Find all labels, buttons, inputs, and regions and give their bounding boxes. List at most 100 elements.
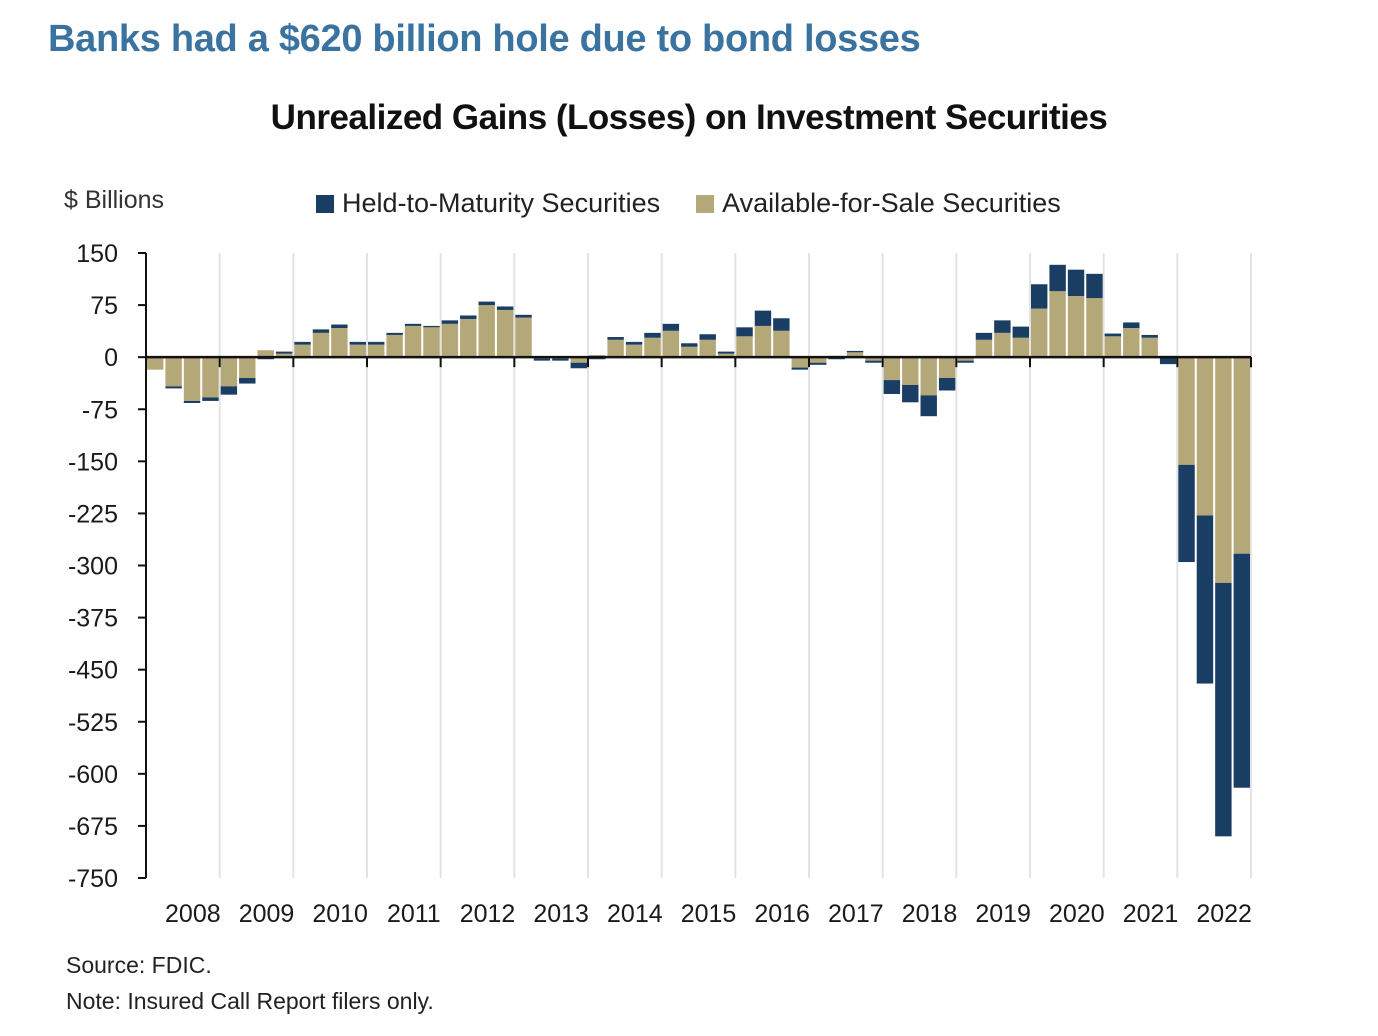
bar-htm bbox=[625, 341, 643, 345]
bar-afs bbox=[515, 317, 532, 358]
bar-htm bbox=[202, 397, 219, 401]
bar-htm bbox=[1031, 284, 1048, 309]
legend-label-htm: Held-to-Maturity Securities bbox=[342, 188, 661, 218]
bar-afs bbox=[754, 325, 772, 358]
bar-htm bbox=[791, 367, 808, 370]
legend-item-htm: Held-to-Maturity Securities bbox=[316, 188, 660, 219]
x-tick-label: 2017 bbox=[828, 900, 884, 928]
bar-afs bbox=[368, 344, 385, 358]
x-tick-labels: 2008 2009 2010 2011 2012 2013 2014 2015 2016 2017… bbox=[165, 900, 1252, 928]
y-tick-label: 0 bbox=[104, 344, 118, 372]
y-tick-label: -225 bbox=[68, 500, 118, 528]
bar-afs bbox=[1215, 357, 1232, 583]
bar-afs bbox=[1141, 337, 1158, 358]
x-tick-label: 2013 bbox=[533, 900, 589, 928]
bar-htm bbox=[1067, 269, 1085, 297]
bar-htm bbox=[423, 325, 440, 328]
bar-afs bbox=[404, 325, 422, 358]
bar-htm bbox=[1215, 582, 1232, 837]
bar-htm bbox=[515, 314, 532, 318]
bar-afs bbox=[699, 339, 716, 358]
y-tick-label: 75 bbox=[90, 292, 118, 320]
bar-htm bbox=[699, 334, 716, 340]
legend-swatch-htm bbox=[316, 194, 334, 213]
bar-htm bbox=[368, 341, 385, 345]
bar-afs bbox=[1049, 291, 1066, 358]
bar-afs bbox=[1233, 357, 1250, 554]
bar-htm bbox=[294, 341, 311, 345]
bar-htm bbox=[846, 350, 864, 353]
y-tick-label: -150 bbox=[68, 448, 118, 476]
bar-htm bbox=[1196, 515, 1214, 684]
bar-afs bbox=[1196, 357, 1214, 516]
legend-item-afs: Available-for-Sale Securities bbox=[696, 188, 1061, 219]
x-tick-label: 2016 bbox=[754, 900, 810, 928]
bar-afs bbox=[1123, 328, 1140, 358]
bar-afs bbox=[920, 357, 937, 396]
bar-htm bbox=[183, 400, 201, 403]
bar-afs bbox=[994, 332, 1011, 358]
bar-htm bbox=[754, 310, 772, 326]
bar-afs bbox=[736, 336, 753, 358]
bar-afs bbox=[496, 309, 514, 358]
bar-htm bbox=[533, 358, 551, 361]
bar-htm bbox=[1233, 553, 1250, 788]
x-tick-label: 2018 bbox=[902, 900, 958, 928]
bar-afs bbox=[1012, 337, 1029, 358]
bar-htm bbox=[662, 323, 680, 331]
bar-afs bbox=[938, 357, 956, 378]
bar-htm bbox=[478, 301, 495, 306]
bar-afs bbox=[349, 344, 366, 358]
x-tick-label: 2022 bbox=[1196, 900, 1252, 928]
bar-afs bbox=[791, 357, 808, 368]
bar-afs bbox=[902, 357, 919, 385]
bar-afs bbox=[957, 357, 974, 361]
bar-htm bbox=[717, 351, 735, 354]
y-tick-label: -450 bbox=[68, 657, 118, 685]
bar-htm bbox=[975, 332, 993, 340]
legend-swatch-afs bbox=[696, 194, 715, 213]
bar-afs bbox=[275, 353, 293, 358]
bar-htm bbox=[644, 332, 661, 338]
y-tick-labels: 150 75 0 -75 -150 -225 -300 -375 -450 -525 -600 -67… bbox=[68, 240, 118, 893]
bar-afs bbox=[441, 323, 459, 358]
x-tick-label: 2019 bbox=[975, 900, 1031, 928]
bar-htm bbox=[441, 320, 459, 324]
x-tick-label: 2008 bbox=[165, 900, 221, 928]
bar-afs bbox=[717, 353, 735, 358]
bar-afs bbox=[1104, 336, 1122, 358]
x-tick-label: 2010 bbox=[312, 900, 368, 928]
bar-htm bbox=[165, 386, 182, 389]
headline: Banks had a $620 billion hole due to bon… bbox=[48, 18, 921, 60]
bar-htm bbox=[331, 324, 348, 328]
bar-htm bbox=[773, 318, 790, 331]
bar-htm bbox=[460, 315, 477, 319]
chart-title: Unrealized Gains (Losses) on Investment … bbox=[270, 98, 1108, 137]
bar-htm bbox=[883, 380, 901, 394]
bar-htm bbox=[1012, 326, 1029, 338]
bar-afs bbox=[883, 357, 901, 381]
bars bbox=[147, 264, 1250, 837]
bar-htm bbox=[736, 327, 753, 337]
x-tick-label: 2020 bbox=[1049, 900, 1105, 928]
y-tick-label: -75 bbox=[82, 396, 118, 424]
bar-htm bbox=[920, 395, 937, 417]
bar-afs bbox=[183, 357, 201, 401]
bar-afs bbox=[386, 334, 403, 358]
bar-afs bbox=[810, 357, 827, 363]
bar-htm bbox=[570, 362, 587, 369]
bar-htm bbox=[275, 351, 293, 354]
legend: Held-to-Maturity Securities Available-fo… bbox=[316, 188, 1097, 219]
bar-afs bbox=[423, 327, 440, 358]
bar-htm bbox=[220, 386, 238, 395]
bar-afs bbox=[607, 339, 624, 358]
bar-afs bbox=[312, 332, 330, 358]
source-note: Source: FDIC. bbox=[66, 952, 212, 978]
bar-afs bbox=[570, 357, 587, 363]
bar-htm bbox=[957, 360, 974, 363]
bar-afs bbox=[460, 318, 477, 358]
bar-htm bbox=[994, 320, 1011, 333]
bar-htm bbox=[865, 360, 882, 363]
bar-htm bbox=[1141, 334, 1158, 338]
y-tick-label: -600 bbox=[68, 761, 118, 789]
